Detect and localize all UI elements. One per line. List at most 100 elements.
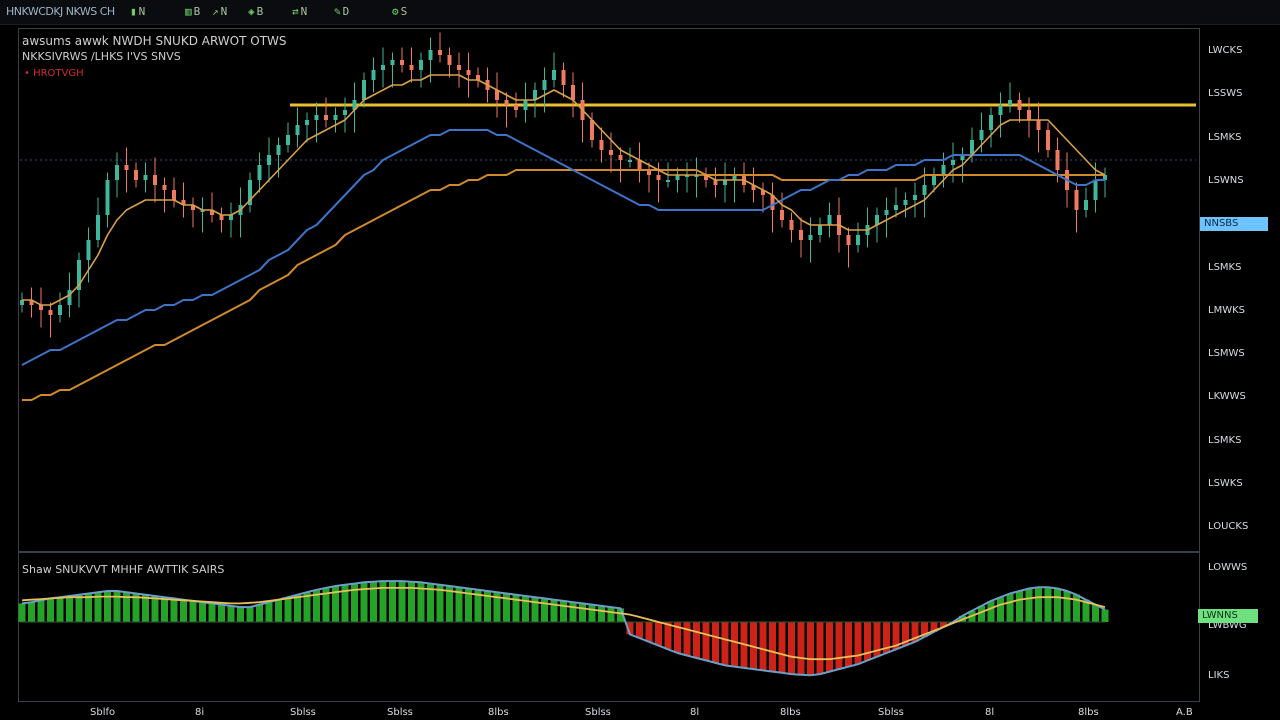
time-axis-label: 8lbs [780, 707, 801, 718]
macd-histogram-bar [550, 599, 558, 622]
price-axis-label: LSMKS [1208, 261, 1242, 273]
candle-body [894, 205, 898, 210]
macd-histogram-bar [351, 583, 358, 622]
time-axis-label: 8lbs [488, 707, 509, 718]
tool-settings[interactable]: ⚙ S [392, 5, 408, 18]
macd-histogram-bar [151, 595, 159, 622]
macd-histogram-bar [455, 587, 463, 622]
macd-histogram-bar [427, 583, 434, 622]
macd-histogram-bar [104, 591, 111, 622]
tool-bars[interactable]: ▥ B [185, 5, 201, 18]
candle-body [941, 165, 946, 175]
candle-body [523, 100, 528, 110]
candle-body [20, 300, 24, 305]
macd-histogram-bar [237, 607, 244, 622]
macd-histogram-bar [598, 605, 605, 622]
macd-histogram-bar [113, 591, 121, 622]
macd-histogram-bar [522, 595, 529, 622]
candle-body [514, 105, 518, 110]
macd-histogram-bar [313, 589, 320, 622]
macd-histogram-bar [446, 586, 453, 622]
candle-body [666, 180, 670, 182]
candle-body [1074, 190, 1079, 210]
macd-histogram-bar [284, 597, 292, 622]
time-axis-label: 8l [985, 707, 995, 718]
main-legend-line2: NKKSIVRWS /LHKS I'VS SNVS [22, 50, 181, 63]
candle-body [656, 175, 661, 180]
time-axis-label: A.B [1176, 707, 1193, 718]
candle-body [257, 165, 262, 180]
tool-draw[interactable]: ✎ D [334, 5, 350, 18]
time-axis-label: Sblss [585, 707, 611, 718]
macd-histogram-bar [389, 581, 396, 622]
candle-body [428, 50, 433, 60]
candle-body [295, 125, 300, 135]
macd-histogram-bar [721, 622, 729, 666]
candle-body [637, 160, 642, 170]
candle-body [352, 100, 357, 110]
tool-line[interactable]: ↗ N [212, 5, 228, 18]
candle-body [1103, 175, 1107, 180]
candle-body [39, 305, 43, 310]
candle-body [143, 175, 148, 180]
macd-histogram-bar [379, 581, 387, 622]
candle-body [324, 115, 328, 120]
candle-body [286, 135, 290, 145]
tool-indicator[interactable]: ◈ B [248, 5, 264, 18]
macd-histogram-bar [902, 622, 909, 646]
oscillator-pane[interactable] [18, 552, 1200, 702]
price-axis-label: LKWWS [1208, 391, 1246, 403]
macd-histogram-bar [484, 591, 491, 622]
price-axis-label: LSMKS [1208, 131, 1242, 143]
macd-histogram-bar [512, 594, 520, 622]
macd-histogram-bar [417, 582, 425, 622]
macd-histogram-bar [873, 622, 881, 657]
time-axis-label: Sblss [878, 707, 904, 718]
price-axis-label: LMWKS [1208, 304, 1245, 316]
price-axis-label: LSSWS [1208, 88, 1243, 100]
current-price-badge: NNSBS [1200, 217, 1268, 231]
candle-body [29, 300, 34, 305]
draw-icon: ✎ [334, 5, 341, 18]
indicator-icon: ◈ [248, 5, 255, 18]
macd-histogram-bar [997, 597, 1004, 622]
macd-histogram-bar [132, 593, 140, 622]
macd-histogram-bar [541, 598, 548, 622]
candle-body [808, 235, 813, 240]
candle-body [191, 205, 195, 210]
tool-compare[interactable]: ⇄ N [292, 5, 308, 18]
candle-body [267, 155, 271, 165]
tool-candle[interactable]: ▮ N [130, 5, 146, 18]
ma-blue-line [21, 129, 1105, 366]
macd-histogram-bar [85, 593, 92, 622]
main-pane[interactable] [18, 28, 1200, 552]
macd-histogram-bar [816, 622, 824, 675]
candle-body [343, 110, 347, 115]
macd-histogram-bar [579, 603, 586, 622]
candle-body [409, 65, 414, 70]
time-axis-label: Sblss [290, 707, 316, 718]
main-legend-line1: awsums awwk NWDH SNUKD ARWOT OTWS [22, 34, 287, 48]
macd-histogram-bar [161, 597, 168, 622]
candle-body [590, 120, 594, 140]
macd-histogram-bar [778, 622, 786, 673]
macd-histogram-bar [531, 597, 539, 622]
candle-body [922, 185, 927, 195]
macd-histogram-bar [617, 608, 624, 622]
macd-histogram-bar [142, 594, 149, 622]
candle-body [305, 120, 309, 125]
macd-histogram-bar [626, 622, 634, 635]
macd-histogram-bar [731, 622, 738, 667]
macd-histogram-bar [1035, 587, 1042, 622]
candle-body [381, 65, 385, 70]
macd-histogram-bar [835, 622, 843, 670]
candle-body [998, 105, 1003, 115]
macd-histogram-bar [246, 607, 254, 622]
candle-body [134, 170, 138, 180]
candle-body [210, 210, 214, 215]
macd-histogram-bar [275, 599, 282, 622]
line-icon: ↗ [212, 5, 219, 18]
macd-histogram-bar [693, 622, 700, 658]
candle-body [552, 70, 556, 80]
